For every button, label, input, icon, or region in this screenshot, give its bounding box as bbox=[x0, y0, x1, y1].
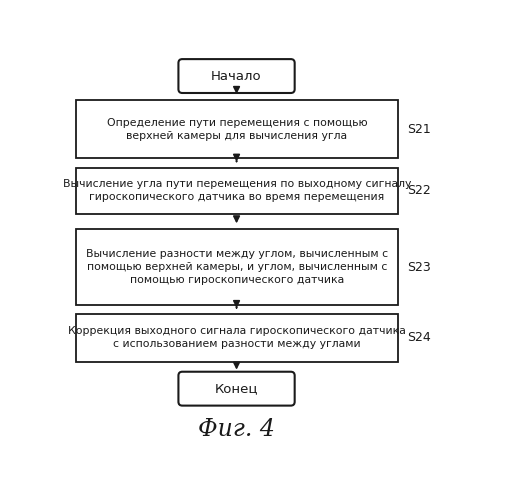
Text: Вычисление угла пути перемещения по выходному сигналу
гироскопического датчика в: Вычисление угла пути перемещения по выхо… bbox=[63, 179, 411, 202]
Text: S21: S21 bbox=[407, 123, 431, 136]
FancyBboxPatch shape bbox=[179, 372, 295, 406]
FancyBboxPatch shape bbox=[76, 229, 398, 305]
Text: Фиг. 4: Фиг. 4 bbox=[198, 418, 275, 441]
Text: S23: S23 bbox=[407, 260, 431, 273]
Text: Определение пути перемещения с помощью
верхней камеры для вычисления угла: Определение пути перемещения с помощью в… bbox=[107, 118, 367, 141]
Text: Конец: Конец bbox=[215, 382, 259, 395]
Text: Коррекция выходного сигнала гироскопического датчика
с использованием разности м: Коррекция выходного сигнала гироскопичес… bbox=[68, 326, 406, 349]
FancyBboxPatch shape bbox=[76, 314, 398, 362]
Text: S24: S24 bbox=[407, 331, 431, 344]
Text: S22: S22 bbox=[407, 184, 431, 197]
Text: Вычисление разности между углом, вычисленным с
помощью верхней камеры, и углом, : Вычисление разности между углом, вычисле… bbox=[86, 249, 388, 285]
FancyBboxPatch shape bbox=[76, 168, 398, 214]
FancyBboxPatch shape bbox=[76, 100, 398, 159]
FancyBboxPatch shape bbox=[179, 59, 295, 93]
Text: Начало: Начало bbox=[211, 69, 262, 82]
